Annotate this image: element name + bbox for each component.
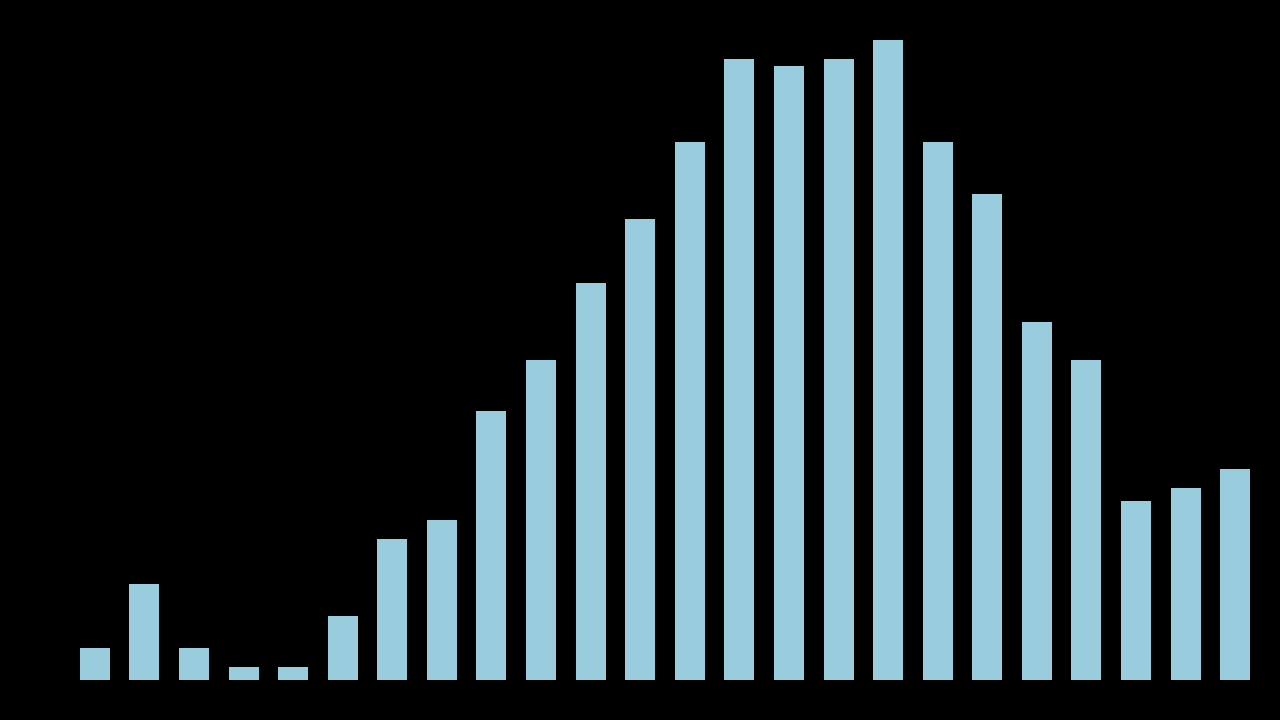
bar [1071,360,1101,680]
bar [774,66,804,680]
bar [625,219,655,680]
bar [328,616,358,680]
bar [675,142,705,680]
bar [923,142,953,680]
bar [824,59,854,680]
bar [972,194,1002,680]
bar [129,584,159,680]
bar [476,411,506,680]
bar [179,648,209,680]
bar [1022,322,1052,680]
bar [427,520,457,680]
bar [1171,488,1201,680]
bar [278,667,308,680]
bar [80,648,110,680]
bar [1121,501,1151,680]
bar [873,40,903,680]
bar [377,539,407,680]
bar [724,59,754,680]
bar [576,283,606,680]
bar [526,360,556,680]
bar [1220,469,1250,680]
bar [229,667,259,680]
bar-chart [70,40,1260,680]
